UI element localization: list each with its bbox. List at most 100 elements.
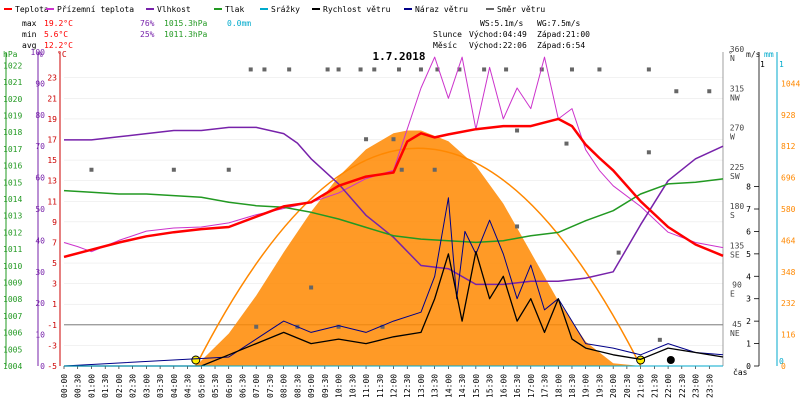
temp-unit: °C: [57, 50, 67, 59]
x-tick-label: 14:30: [458, 374, 467, 398]
stat-min-label: min: [22, 30, 37, 39]
x-tick-label: 04:30: [184, 374, 193, 398]
direction-label: W: [730, 133, 735, 142]
temp-tick: -3: [47, 341, 57, 350]
pressure-tick: 1016: [3, 162, 22, 171]
legend-label: Rychlost větru: [323, 5, 391, 14]
wind-direction-point: [336, 67, 341, 72]
x-tick-label: 00:30: [74, 374, 83, 398]
stat-min-hum: 25%: [140, 30, 155, 39]
wind-direction-point: [674, 89, 679, 94]
pressure-tick: 1008: [3, 295, 22, 304]
x-tick-label: 02:00: [115, 374, 124, 398]
x-tick-label: 14:00: [444, 374, 453, 398]
wind-direction-point: [597, 67, 602, 72]
wind-gust-line: [63, 197, 724, 367]
wind-direction-point: [325, 67, 330, 72]
solar-tick: 232: [781, 299, 796, 308]
x-tick-label: 06:30: [238, 374, 247, 398]
direction-tick: 270: [730, 124, 745, 133]
stat-max-label: max: [22, 19, 37, 28]
direction-tick: 225: [730, 163, 745, 172]
wind-direction-point: [457, 67, 462, 72]
sunset-marker: [636, 355, 646, 365]
temp-tick: 19: [47, 115, 57, 124]
x-tick-label: 20:30: [623, 374, 632, 398]
direction-label: SE: [730, 250, 740, 259]
x-tick-label: 23:00: [692, 374, 701, 398]
humidity-line: [64, 126, 724, 286]
wind-direction-point: [646, 150, 651, 155]
wind-direction-point: [380, 324, 385, 329]
x-tick-label: 16:00: [499, 374, 508, 398]
wind-direction-point: [226, 167, 231, 172]
temp-tick: 13: [47, 177, 57, 186]
x-tick-label: 00:00: [60, 374, 69, 398]
x-tick-label: 07:00: [252, 374, 261, 398]
wind-top-tick: 1: [760, 60, 765, 69]
humidity-tick: 90: [35, 79, 45, 88]
temp-tick: 17: [47, 136, 57, 145]
wind-direction-point: [657, 337, 662, 342]
wind-direction-point: [287, 67, 292, 72]
rain-top-tick: 1: [779, 60, 784, 69]
direction-label: S: [730, 211, 735, 220]
wind-direction-point: [504, 67, 509, 72]
wind-direction-point: [309, 285, 314, 290]
wind-tick: 3: [746, 295, 751, 304]
pressure-tick: 1007: [3, 312, 22, 321]
x-tick-label: 16:30: [513, 374, 522, 398]
pressure-tick: 1014: [3, 195, 22, 204]
wind-direction-point: [482, 67, 487, 72]
wind-direction-point: [336, 324, 341, 329]
direction-tick: 360: [730, 45, 745, 54]
wind-tick: 8: [746, 183, 751, 192]
stat-max-temp: 19.2°C: [44, 19, 73, 28]
pct-unit: %: [38, 50, 43, 59]
stat-min-temp: 5.6°C: [44, 30, 68, 39]
pressure-tick: 1006: [3, 329, 22, 338]
pressure-tick: 1021: [3, 78, 22, 87]
humidity-tick: 60: [35, 174, 45, 183]
wind-direction-point: [539, 67, 544, 72]
temp-tick: 3: [52, 280, 57, 289]
x-tick-label: 05:00: [197, 374, 206, 398]
pressure-tick: 1010: [3, 262, 22, 271]
direction-tick: 315: [730, 84, 745, 93]
wind-direction-point: [515, 224, 520, 229]
temp-tick: -1: [47, 321, 57, 330]
x-tick-label: 20:00: [609, 374, 618, 398]
x-tick-label: 01:30: [101, 374, 110, 398]
humidity-tick: 20: [35, 299, 45, 308]
solar-tick: 812: [781, 142, 796, 151]
x-tick-label: 13:00: [417, 374, 426, 398]
wind-direction-point: [646, 67, 651, 72]
plot-area: [63, 56, 724, 367]
wind-direction-point: [564, 141, 569, 146]
x-tick-label: 17:30: [541, 374, 550, 398]
direction-tick: 180: [730, 202, 745, 211]
solar-tick: 928: [781, 111, 796, 120]
solar-tick: 1044: [781, 79, 800, 88]
deg-unit: °: [728, 50, 733, 59]
temperature-line: [63, 117, 724, 259]
x-tick-label: 18:30: [568, 374, 577, 398]
pressure-tick: 1020: [3, 95, 22, 104]
temp-tick: 5: [52, 259, 57, 268]
direction-label: NE: [730, 329, 740, 338]
temp-tick: -5: [47, 362, 57, 371]
legend-label: Vlhkost: [157, 5, 191, 14]
legend-label: Přízemní teplota: [57, 5, 134, 14]
x-tick-label: 15:00: [472, 374, 481, 398]
solar-tick: 116: [781, 331, 796, 340]
wind-direction-point: [569, 67, 574, 72]
direction-label: NW: [730, 93, 740, 102]
x-tick-label: 23:30: [705, 374, 714, 398]
wind-tick: 6: [746, 227, 751, 236]
wind-speed-line: [64, 250, 724, 367]
x-tick-label: 03:30: [156, 374, 165, 398]
legend-label: Náraz větru: [415, 5, 468, 14]
pressure-tick: 1009: [3, 278, 22, 287]
wind-direction-point: [391, 137, 396, 142]
